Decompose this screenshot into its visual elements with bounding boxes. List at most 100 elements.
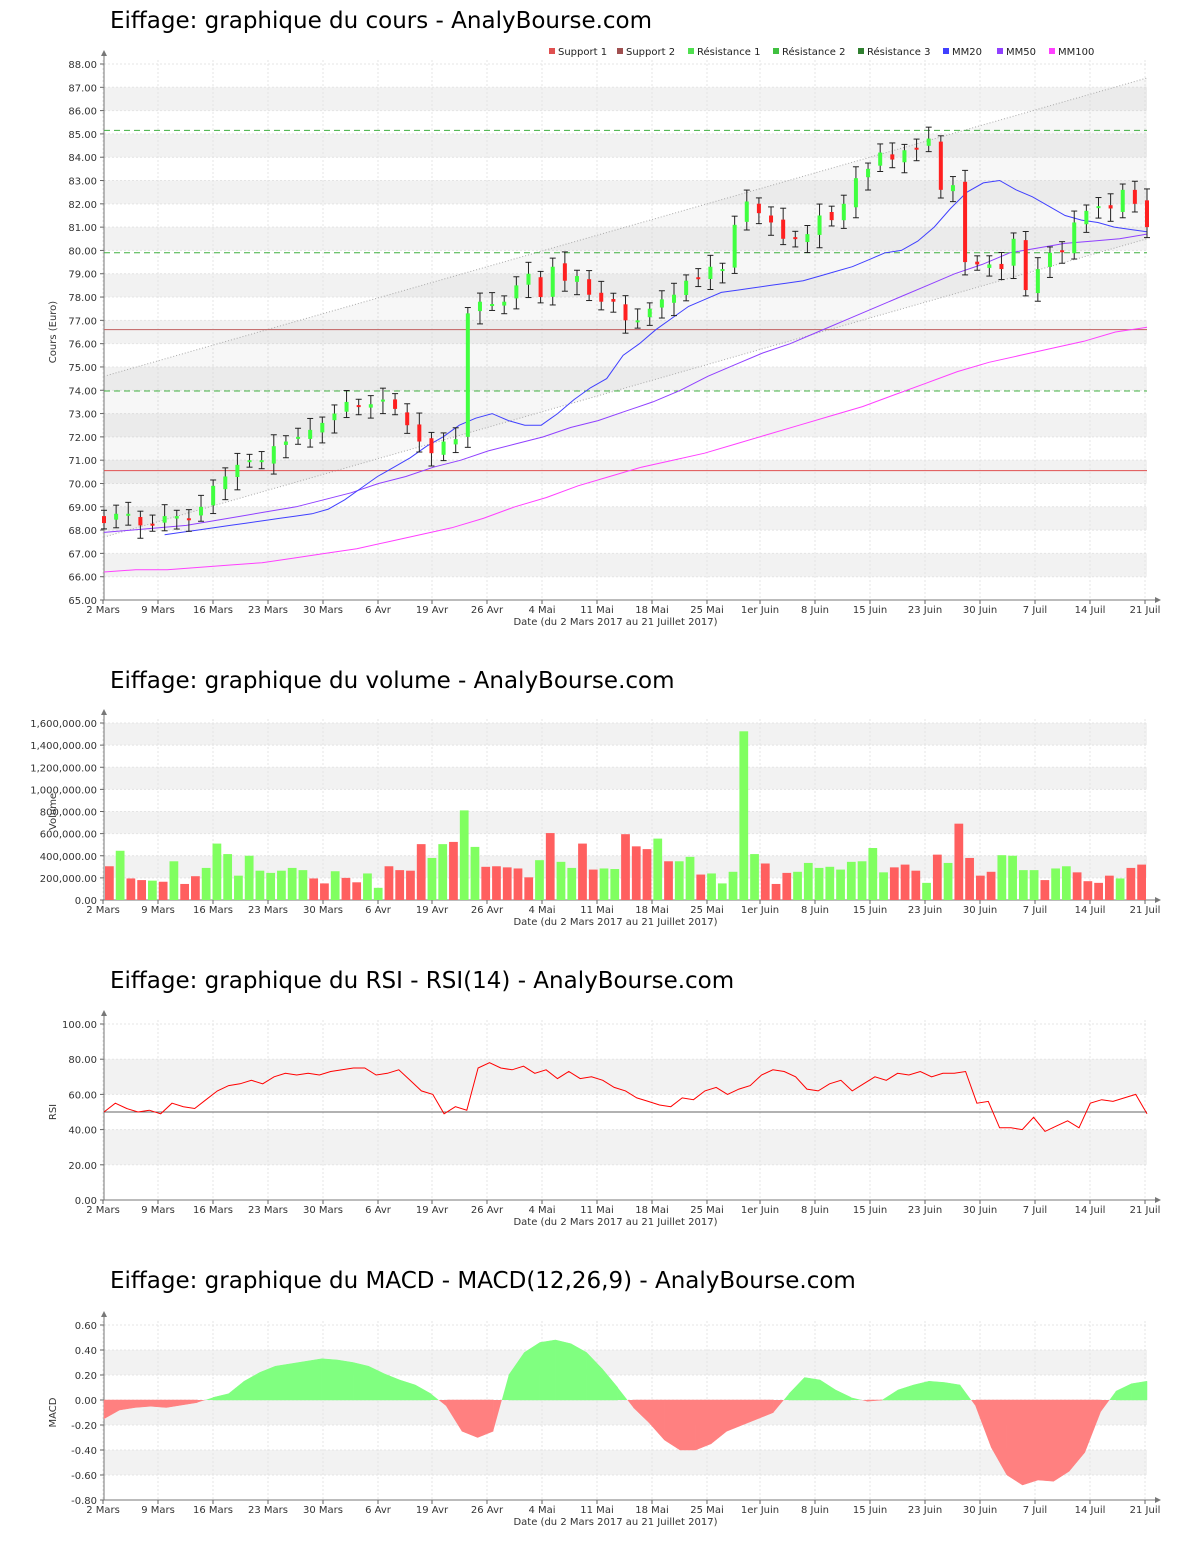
y-tick-label: 67.00	[68, 549, 97, 560]
macd-negative-area	[1054, 1400, 1070, 1481]
volume-bar	[729, 872, 738, 900]
macd-positive-area	[205, 1398, 213, 1401]
volume-bar	[503, 867, 512, 900]
macd-negative-area	[649, 1400, 665, 1440]
candle-body	[987, 264, 991, 267]
volume-bar	[352, 882, 361, 900]
candle-body	[514, 285, 518, 298]
legend-swatch	[688, 48, 694, 54]
volume-bar	[213, 844, 222, 900]
candle-body	[757, 204, 761, 213]
volume-bar	[524, 877, 533, 900]
y-axis-arrow	[101, 1010, 107, 1016]
volume-bar	[245, 856, 254, 900]
macd-positive-area	[275, 1364, 291, 1400]
volume-bar	[363, 873, 372, 900]
candle-body	[260, 460, 264, 462]
volume-bar	[782, 873, 791, 900]
x-tick-label: 9 Mars	[141, 1205, 175, 1216]
x-tick-label: 14 Juil	[1075, 905, 1106, 916]
macd-positive-area	[540, 1340, 556, 1400]
x-tick-label: 23 Juin	[908, 905, 942, 916]
macd-negative-area	[711, 1400, 727, 1444]
y-axis-arrow	[101, 1311, 107, 1317]
volume-bar	[148, 881, 157, 900]
volume-bar	[922, 883, 931, 900]
x-tick-label: 30 Juin	[963, 605, 997, 616]
volume-bar	[481, 867, 490, 900]
x-tick-label: 26 Avr	[471, 905, 504, 916]
volume-bar	[567, 868, 576, 900]
candle-body	[417, 424, 421, 441]
x-tick-label: 15 Juin	[853, 605, 887, 616]
legend-swatch	[1049, 48, 1055, 54]
macd-positive-area	[291, 1361, 307, 1400]
volume-bar	[1030, 870, 1039, 900]
x-tick-label: 23 Mars	[248, 905, 288, 916]
y-tick-label: 75.00	[68, 363, 97, 374]
x-axis-label: Date (du 2 Mars 2017 au 21 Juillet 2017)	[513, 617, 717, 628]
y-tick-label: 82.00	[68, 200, 97, 211]
candle-body	[308, 430, 312, 439]
macd-positive-area	[384, 1374, 400, 1400]
legend-label: MM100	[1058, 47, 1094, 58]
y-tick-label: 0.60	[75, 1321, 97, 1332]
candle-body	[126, 514, 130, 516]
candle-body	[211, 486, 215, 506]
candle-body	[999, 264, 1003, 269]
x-axis-label: Date (du 2 Mars 2017 au 21 Juillet 2017)	[513, 1217, 717, 1228]
candle-body	[939, 142, 943, 190]
candle-body	[272, 446, 276, 463]
candle-body	[442, 442, 446, 455]
volume-bar	[707, 873, 716, 900]
macd-positive-area	[502, 1375, 509, 1400]
x-tick-label: 4 Mai	[528, 1505, 555, 1516]
x-tick-label: 30 Mars	[303, 1205, 343, 1216]
candle-body	[466, 313, 470, 437]
volume-bar	[1073, 872, 1082, 900]
macd-positive-area	[898, 1385, 914, 1400]
volume-bar	[223, 854, 232, 900]
y-tick-label: -0.20	[71, 1421, 97, 1432]
x-tick-label: 15 Juin	[853, 1205, 887, 1216]
candle-body	[611, 299, 615, 302]
candle-body	[138, 517, 142, 525]
y-tick-label: 1,000,000.00	[30, 785, 97, 796]
volume-bar	[385, 866, 394, 900]
candle-body	[866, 169, 870, 177]
volume-bar	[739, 731, 748, 900]
y-axis-label: RSI	[48, 1104, 59, 1120]
candle-body	[296, 437, 300, 439]
y-tick-label: 0.00	[75, 1396, 97, 1407]
grid-band	[104, 812, 1147, 834]
x-tick-label: 16 Mars	[193, 1205, 233, 1216]
macd-positive-area	[945, 1383, 961, 1401]
y-tick-label: 0.20	[75, 1371, 97, 1382]
grid-band	[104, 1350, 1147, 1375]
candle-body	[708, 267, 712, 279]
candle-body	[672, 295, 676, 303]
candle-body	[175, 516, 179, 518]
legend-swatch	[997, 48, 1003, 54]
volume-bar	[191, 876, 200, 900]
volume-bar	[234, 876, 243, 900]
macd-positive-area	[415, 1385, 431, 1400]
candle-body	[842, 204, 846, 220]
y-axis-label: MACD	[48, 1397, 59, 1427]
volume-bar	[1083, 881, 1092, 900]
volume-bar	[406, 871, 415, 900]
candle-body	[1024, 240, 1028, 290]
y-tick-label: 81.00	[68, 223, 97, 234]
grid-band	[104, 553, 1147, 576]
candle-body	[1048, 253, 1052, 267]
candle-body	[1036, 269, 1040, 293]
macd-negative-area	[1085, 1400, 1101, 1453]
x-tick-label: 4 Mai	[528, 905, 555, 916]
y-tick-label: 85.00	[68, 130, 97, 141]
macd-positive-area	[1109, 1391, 1115, 1400]
volume-bar	[653, 839, 662, 900]
volume-bar	[1105, 876, 1114, 900]
candle-body	[1096, 206, 1100, 208]
x-tick-label: 21 Juil	[1130, 1205, 1161, 1216]
x-tick-label: 21 Juil	[1130, 605, 1161, 616]
